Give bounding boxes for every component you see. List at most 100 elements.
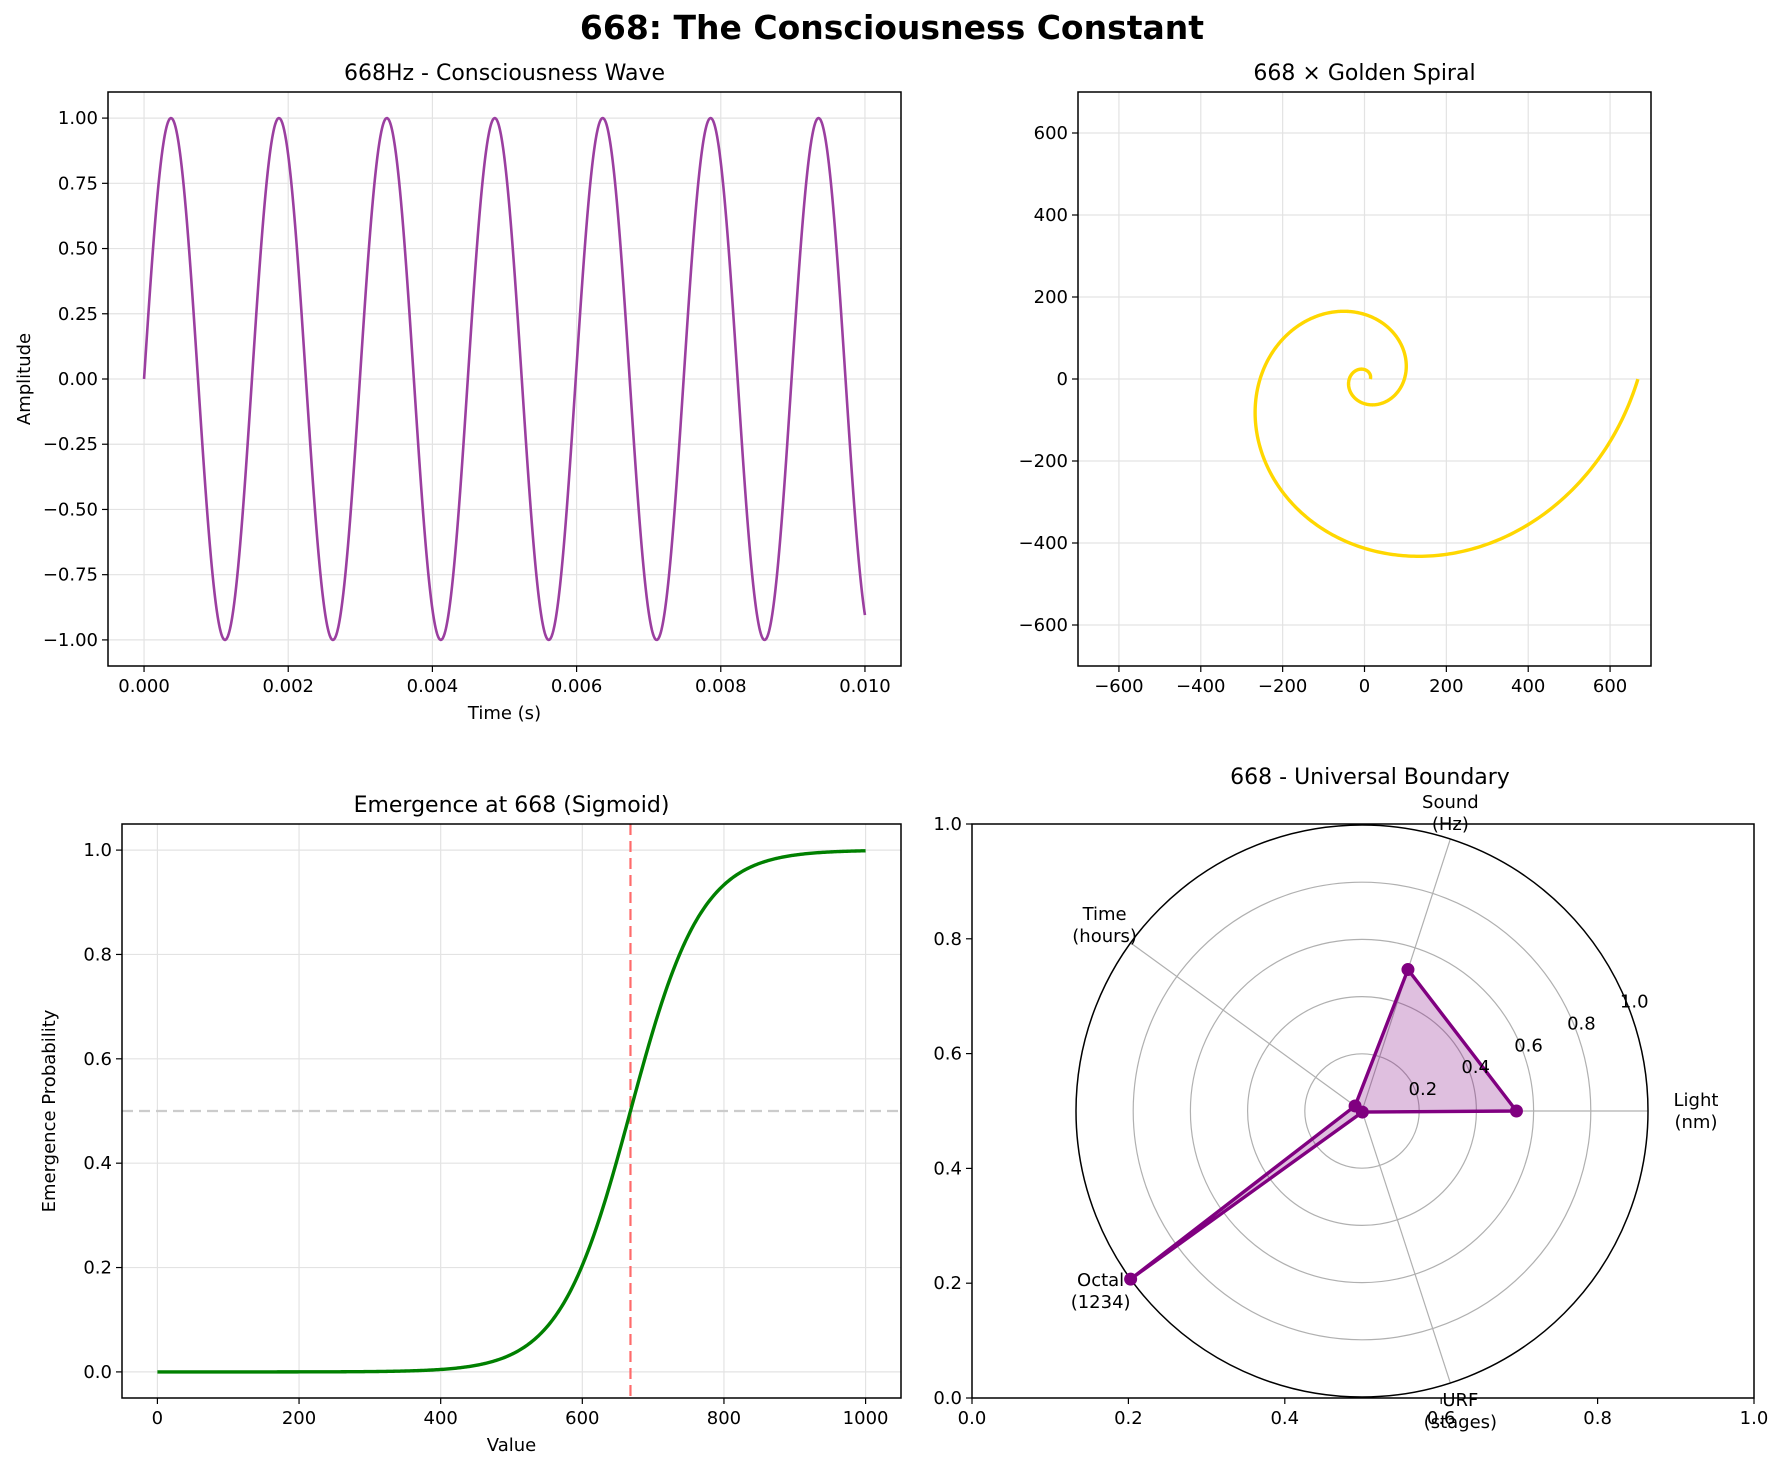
radar-category-line: (nm) xyxy=(1675,1112,1718,1133)
y-tick-label: 600 xyxy=(1034,123,1068,144)
polar-spoke xyxy=(1361,1110,1451,1384)
y-tick-label: 0.4 xyxy=(83,1153,112,1174)
frame-x-tick-label: 1.0 xyxy=(1740,1408,1769,1429)
radar-category-label: Light (nm) xyxy=(1674,1090,1719,1133)
x-tick-label: 1000 xyxy=(843,1408,889,1429)
y-tick-label: −0.25 xyxy=(43,434,98,455)
radar-category-line: Time xyxy=(1082,904,1127,925)
frame-y-tick-label: 0.0 xyxy=(933,1388,962,1409)
frame-y-tick-label: 1.0 xyxy=(933,814,962,835)
radar-category-label: URF (stages) xyxy=(1424,1390,1497,1433)
radial-tick-label: 0.4 xyxy=(1461,1057,1490,1078)
radar-category-line: URF xyxy=(1442,1390,1478,1411)
y-tick-label: −600 xyxy=(1019,615,1068,636)
radar-category-line: Octal xyxy=(1077,1270,1124,1291)
panel-sigmoid: 0 200 400 600 800 1000 0.0 0.2 0.4 0.6 0.8 1.0 Emerg… xyxy=(39,793,902,1456)
x-tick-label: 0.006 xyxy=(551,676,603,697)
radar-point-0 xyxy=(1509,1104,1523,1118)
y-tick-label: 200 xyxy=(1034,287,1068,308)
frame-x-tick-label: 0.0 xyxy=(958,1408,987,1429)
radar-category-line: Sound xyxy=(1422,792,1479,813)
axes-frame xyxy=(121,823,902,1399)
radar-category-line: (Hz) xyxy=(1432,814,1469,835)
panel-wave: 0.000 0.002 0.004 0.006 0.008 0.010 1.00 0.75 0.… xyxy=(14,61,902,724)
y-tick-label: 0.8 xyxy=(83,944,112,965)
y-tick-label: 0.75 xyxy=(58,173,98,194)
panel-title: 668Hz - Consciousness Wave xyxy=(344,61,665,86)
radar-point-4 xyxy=(1355,1105,1369,1119)
y-tick-label: 1.0 xyxy=(83,840,112,861)
panel-title: 668 - Universal Boundary xyxy=(1230,765,1510,790)
series-line-spiral xyxy=(1253,309,1640,558)
y-tick-label: −1.00 xyxy=(43,630,98,651)
y-tick-label: 0.00 xyxy=(58,369,98,390)
radial-tick-label: 1.0 xyxy=(1620,992,1649,1013)
panel-title: 668 × Golden Spiral xyxy=(1253,61,1475,86)
frame-x-tick-label: 0.4 xyxy=(1270,1408,1299,1429)
series-line-sigmoid xyxy=(157,849,866,1374)
x-tick-label: −400 xyxy=(1176,676,1225,697)
y-axis-label: Emergence Probability xyxy=(39,1009,60,1212)
x-tick-label: 400 xyxy=(424,1408,458,1429)
radial-tick-label: 0.8 xyxy=(1567,1013,1596,1034)
x-tick-label: 0.004 xyxy=(407,676,459,697)
y-axis-label: Amplitude xyxy=(14,333,35,425)
y-tick-label: −0.75 xyxy=(43,565,98,586)
polar-outer-ring xyxy=(1075,824,1649,1398)
radar-category-label: Octal (1234) xyxy=(1071,1270,1131,1313)
y-tick-label: −400 xyxy=(1019,533,1068,554)
frame-x-tick-label: 0.2 xyxy=(1114,1408,1143,1429)
x-tick-label: 200 xyxy=(282,1408,316,1429)
y-tick-label: 0.25 xyxy=(58,304,98,325)
x-tick-label: 200 xyxy=(1429,676,1463,697)
y-tick-label: 1.00 xyxy=(58,108,98,129)
radial-tick-label: 0.6 xyxy=(1514,1035,1543,1056)
series-line-wave xyxy=(142,116,867,642)
x-tick-label: 600 xyxy=(565,1408,599,1429)
radar-point-1 xyxy=(1401,963,1415,977)
x-axis-label: Time (s) xyxy=(467,703,541,724)
polar-spoke xyxy=(1130,942,1363,1112)
y-tick-label: 0 xyxy=(1057,369,1068,390)
radar-category-label: Sound (Hz) xyxy=(1422,792,1479,835)
y-tick-label: −200 xyxy=(1019,451,1068,472)
panel-spiral: −600 −400 −200 0 200 400 600 600 400 200 0 −200 −400… xyxy=(1019,61,1652,697)
frame-x-tick-label: 0.6 xyxy=(1427,1408,1456,1429)
y-tick-label: 0.0 xyxy=(83,1362,112,1383)
radar-category-label: Time (hours) xyxy=(1072,904,1137,947)
panel-radar: 0.0 0.2 0.4 0.6 0.8 1.0 0.0 0.2 0.4 0.6 0.8 1.0 0.2 0… xyxy=(933,765,1768,1433)
radial-tick-label: 0.2 xyxy=(1409,1079,1438,1100)
y-tick-label: 0.50 xyxy=(58,239,98,260)
y-tick-label: 0.6 xyxy=(83,1049,112,1070)
x-tick-label: 800 xyxy=(707,1408,741,1429)
radar-category-line: (stages) xyxy=(1424,1412,1497,1433)
frame-y-tick-label: 0.6 xyxy=(933,1044,962,1065)
radar-category-line: (hours) xyxy=(1072,926,1137,947)
x-tick-label: −600 xyxy=(1094,676,1143,697)
radar-fill xyxy=(1130,969,1517,1280)
y-tick-label: 0.2 xyxy=(83,1258,112,1279)
x-tick-label: 0.002 xyxy=(262,676,314,697)
x-tick-label: 0 xyxy=(152,1408,163,1429)
x-tick-label: 400 xyxy=(1511,676,1545,697)
frame-y-tick-label: 0.2 xyxy=(933,1273,962,1294)
panel-title: Emergence at 668 (Sigmoid) xyxy=(354,793,670,818)
y-tick-label: 400 xyxy=(1034,205,1068,226)
frame-x-tick-label: 0.8 xyxy=(1583,1408,1612,1429)
panels: 0.000 0.002 0.004 0.006 0.008 0.0101.000.750.… xyxy=(14,61,1768,1456)
x-tick-label: 0.008 xyxy=(695,676,747,697)
x-tick-label: 600 xyxy=(1593,676,1627,697)
radar-outline xyxy=(1128,967,1519,1281)
x-tick-label: 0.010 xyxy=(839,676,891,697)
x-tick-label: 0.000 xyxy=(118,676,170,697)
x-tick-label: 0 xyxy=(1359,676,1370,697)
y-tick-label: −0.50 xyxy=(43,499,98,520)
x-axis-label: Value xyxy=(487,1435,536,1456)
x-tick-label: −200 xyxy=(1258,676,1307,697)
frame-y-tick-label: 0.8 xyxy=(933,929,962,950)
radar-category-line: (1234) xyxy=(1071,1292,1131,1313)
frame-axes xyxy=(971,823,1755,1399)
radar-category-line: Light xyxy=(1674,1090,1719,1111)
figure-suptitle: 668: The Consciousness Constant xyxy=(580,8,1204,47)
